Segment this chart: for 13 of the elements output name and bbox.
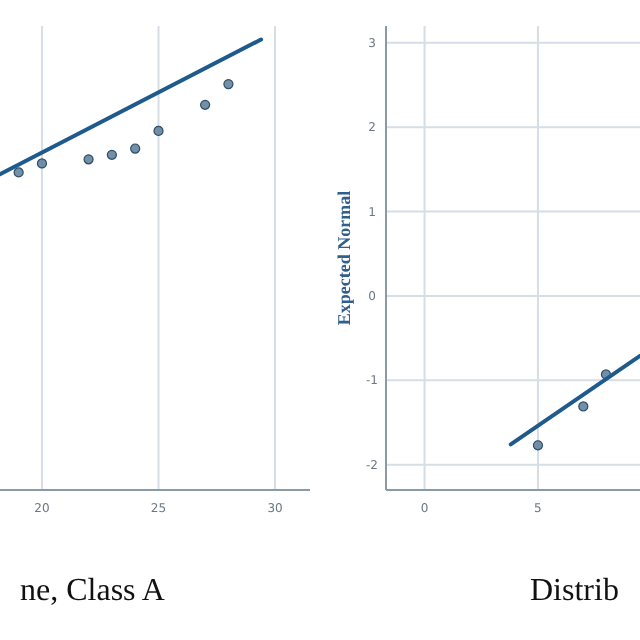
- point: [532, 440, 544, 451]
- point: [13, 167, 24, 178]
- point: [200, 99, 211, 110]
- point: [130, 143, 141, 154]
- point: [106, 149, 117, 160]
- point: [83, 154, 94, 165]
- point: [578, 401, 589, 412]
- y-axis-title: Expected Normal: [334, 189, 354, 326]
- text: ne, Class A: [20, 574, 166, 608]
- point: [223, 79, 234, 90]
- point: [36, 158, 48, 169]
- point: [153, 125, 164, 137]
- text: Distrib: [530, 574, 619, 608]
